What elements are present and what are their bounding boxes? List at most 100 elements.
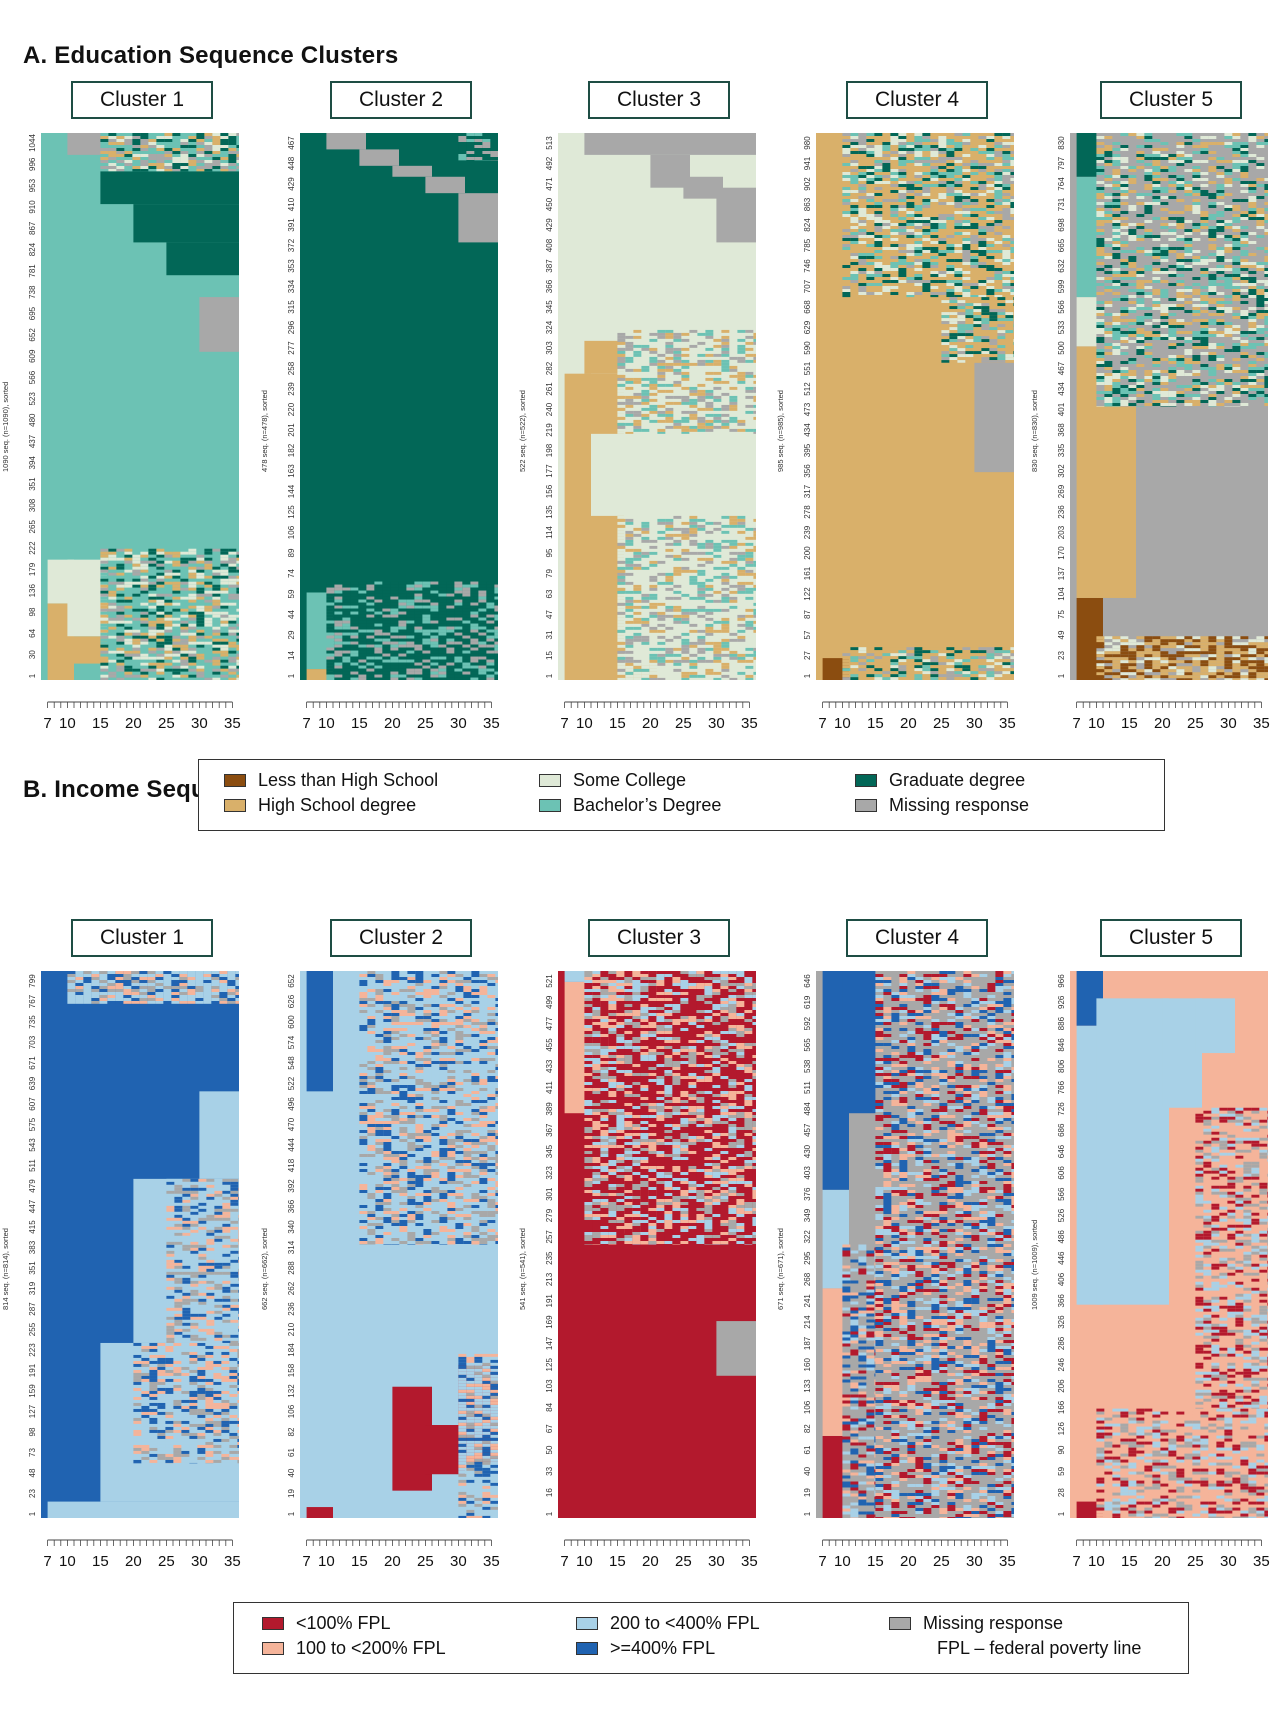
heatmap-cell — [994, 256, 1003, 259]
heatmap-cell — [116, 614, 125, 618]
heatmap-cell — [882, 674, 891, 678]
heatmap-cell — [108, 629, 117, 633]
heatmap-cell — [486, 629, 495, 633]
heatmap-cell — [705, 647, 714, 651]
heatmap-cell — [220, 563, 229, 567]
heatmap-cell — [681, 341, 690, 345]
heatmap-cell — [657, 425, 666, 429]
heatmap-cell — [398, 599, 407, 603]
heatmap-cell — [220, 142, 229, 145]
heatmap-cell — [753, 524, 756, 528]
heatmap-cell — [188, 644, 197, 648]
heatmap-cell — [753, 656, 756, 660]
heatmap-cell — [665, 653, 674, 657]
heatmap-cell — [665, 665, 674, 669]
heatmap-cell — [342, 650, 351, 654]
heatmap-cell — [729, 542, 738, 546]
heatmap-cell — [681, 344, 690, 348]
heatmap-cell — [930, 196, 939, 199]
heatmap-cell — [906, 265, 915, 268]
heatmap-cell — [164, 605, 173, 609]
heatmap-cell — [697, 617, 706, 621]
heatmap-cell — [665, 542, 674, 546]
heatmap-cell — [1002, 229, 1011, 232]
heatmap-cell — [617, 548, 626, 552]
heatmap-cell — [398, 677, 407, 680]
heatmap-cell — [212, 626, 221, 630]
heatmap-cell — [478, 599, 487, 603]
heatmap-cell — [180, 154, 189, 157]
heatmap-cell — [721, 350, 730, 354]
heatmap-cell — [898, 157, 907, 160]
heatmap-cell — [633, 608, 642, 612]
heatmap-cell — [100, 563, 109, 567]
y-tick-label: 156 — [545, 484, 554, 498]
heatmap-cell — [874, 136, 883, 139]
heatmap-cell — [689, 602, 698, 606]
heatmap-cell — [898, 653, 907, 657]
y-tick-label: 910 — [28, 200, 37, 214]
heatmap-cell — [228, 596, 237, 600]
heatmap-cell — [858, 271, 867, 274]
heatmap-cell — [358, 656, 367, 660]
heatmap-cell — [713, 533, 722, 537]
heatmap-cell — [850, 136, 859, 139]
heatmap-cell — [665, 359, 674, 363]
heatmap-cell — [890, 196, 899, 199]
heatmap-cell — [140, 575, 149, 579]
heatmap-cell — [729, 428, 738, 432]
heatmap-cell — [673, 566, 682, 570]
heatmap-cell — [617, 422, 626, 426]
heatmap-cell — [681, 575, 690, 579]
heatmap-cell — [930, 653, 939, 657]
heatmap-cell — [172, 145, 181, 148]
heatmap-cell — [681, 563, 690, 567]
heatmap-cell — [842, 244, 851, 247]
heatmap-cell — [745, 413, 754, 417]
heatmap-cell — [350, 653, 359, 657]
heatmap-cell — [882, 238, 891, 241]
heatmap-cell — [414, 593, 423, 597]
heatmap-cell — [970, 178, 979, 181]
heatmap-cell — [228, 160, 237, 163]
heatmap-cell — [188, 653, 197, 657]
heatmap-cell — [204, 590, 213, 594]
heatmap-cell — [681, 593, 690, 597]
heatmap-cell — [681, 329, 690, 333]
heatmap-cell — [116, 599, 125, 603]
heatmap-cell — [721, 401, 730, 405]
heatmap-cell — [938, 172, 947, 175]
heatmap-cell — [874, 668, 883, 672]
heatmap-cell — [625, 551, 634, 555]
heatmap-cell — [673, 341, 682, 345]
heatmap-cell — [946, 280, 955, 283]
heatmap-cell — [462, 599, 471, 603]
heatmap-cell — [116, 551, 125, 555]
heatmap-cell — [673, 653, 682, 657]
y-tick-label: 47 — [545, 610, 554, 619]
heatmap-cell — [978, 133, 987, 136]
heatmap-cell — [326, 587, 335, 591]
heatmap-cell — [398, 581, 407, 585]
heatmap-cell — [689, 677, 698, 680]
heatmap-cell — [737, 413, 746, 417]
heatmap-cell — [713, 335, 722, 339]
heatmap-cell — [705, 641, 714, 645]
heatmap-cell — [729, 416, 738, 420]
heatmap-cell — [649, 515, 658, 519]
heatmap-cell — [994, 265, 1003, 268]
heatmap-cell — [1002, 166, 1011, 169]
heatmap-cell — [882, 277, 891, 280]
heatmap-cell — [108, 632, 117, 636]
heatmap-cell — [874, 659, 883, 663]
heatmap-cell — [212, 584, 221, 588]
heatmap-cell — [172, 677, 181, 680]
heatmap-cell — [697, 650, 706, 654]
heatmap-cell — [898, 253, 907, 256]
heatmap-cell — [398, 662, 407, 666]
heatmap-cell — [422, 599, 431, 603]
heatmap-cell — [737, 623, 746, 627]
heatmap-cell — [713, 644, 722, 648]
heatmap-cell — [438, 647, 447, 651]
heatmap-cell — [406, 608, 415, 612]
